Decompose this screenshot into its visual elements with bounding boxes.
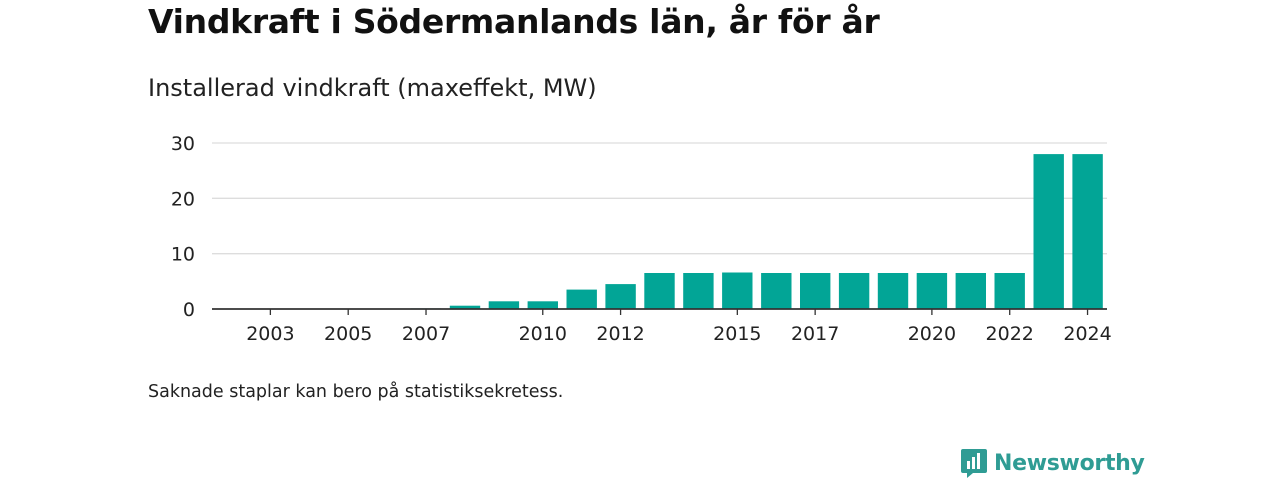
x-tick-label: 2012 (596, 323, 644, 345)
bar (605, 284, 636, 309)
chart-subtitle: Installerad vindkraft (maxeffekt, MW) (148, 74, 597, 102)
bar (683, 273, 714, 309)
y-tick-label: 0 (183, 299, 195, 321)
x-tick-label: 2010 (519, 323, 567, 345)
bar (916, 273, 948, 309)
y-tick-label: 20 (171, 188, 195, 210)
x-tick-label: 2024 (1063, 323, 1111, 345)
x-tick-label: 2003 (246, 323, 294, 345)
x-tick-label: 2022 (986, 323, 1034, 345)
bar (449, 305, 481, 309)
x-axis-ticks: 2003 2005 2007 2010 2012 2015 2017 2020 2022 2024 (246, 309, 1112, 345)
bar (955, 273, 986, 309)
chart-title: Vindkraft i Södermanlands län, år för år (148, 2, 880, 41)
bar (566, 289, 597, 309)
y-tick-label: 30 (171, 133, 195, 155)
x-tick-label: 2017 (791, 323, 839, 345)
bar (1033, 154, 1064, 309)
brand-name: Newsworthy (994, 450, 1145, 476)
x-tick-label: 2020 (908, 323, 956, 345)
bar (1072, 154, 1103, 309)
x-tick-label: 2015 (713, 323, 761, 345)
x-tick-label: 2007 (402, 323, 450, 345)
brand-logo: Newsworthy (960, 446, 1145, 480)
bar (800, 273, 831, 309)
bar (644, 273, 675, 309)
bar-chart: 0 10 20 30 2003 2005 2007 2010 2012 2015 2017 2020… (171, 133, 1112, 345)
bars (410, 154, 1103, 309)
x-tick-label: 2005 (324, 323, 372, 345)
bar (994, 273, 1025, 309)
bar (527, 301, 558, 309)
y-axis-ticks: 0 10 20 30 (171, 133, 195, 321)
newsworthy-logo-icon (961, 449, 987, 478)
bar (722, 272, 753, 309)
bar (838, 273, 870, 309)
bar (877, 273, 909, 309)
bar (761, 273, 792, 309)
y-tick-label: 10 (171, 244, 195, 266)
bar (488, 301, 520, 309)
footnote: Saknade staplar kan bero på statistiksek… (148, 382, 564, 402)
gridlines (212, 142, 1107, 255)
